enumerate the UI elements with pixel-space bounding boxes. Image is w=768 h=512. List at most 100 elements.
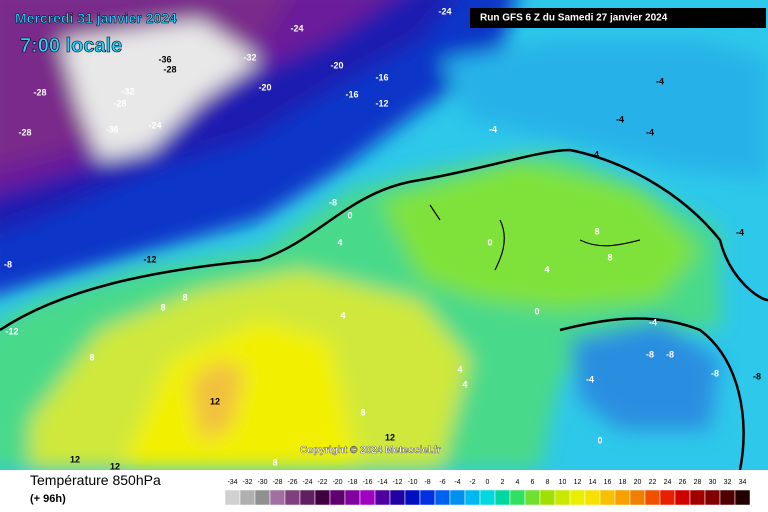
- scale-cell: [689, 489, 706, 506]
- scale-label: -8: [424, 479, 430, 486]
- scale-label: -24: [302, 479, 312, 486]
- contour-label: -12: [5, 326, 18, 336]
- scale-cell: [419, 489, 436, 506]
- map-field: [0, 0, 768, 470]
- contour-label: -4: [616, 114, 624, 124]
- contour-label: 8: [360, 407, 365, 417]
- contour-label: -32: [121, 86, 134, 96]
- contour-label: -24: [148, 120, 161, 130]
- scale-label: -34: [227, 479, 237, 486]
- scale-cell: [704, 489, 721, 506]
- scale-cell: [404, 489, 421, 506]
- scale-label: -16: [362, 479, 372, 486]
- scale-label: 4: [516, 479, 520, 486]
- contour-label: 8: [89, 352, 94, 362]
- scale-label: 20: [634, 479, 642, 486]
- contour-label: -4: [736, 227, 744, 237]
- run-info: Run GFS 6 Z du Samedi 27 janvier 2024: [480, 13, 668, 24]
- contour-label: -8: [4, 259, 12, 269]
- scale-cell: [254, 489, 271, 506]
- scale-label: -12: [392, 479, 402, 486]
- scale-cell: [269, 489, 286, 506]
- contour-label: 12: [110, 461, 120, 471]
- contour-label: -8: [711, 368, 719, 378]
- scale-label: 34: [739, 479, 747, 486]
- variable-name: Température 850hPa: [30, 472, 161, 488]
- scale-cell: [464, 489, 481, 506]
- contour-label: 8: [594, 226, 599, 236]
- contour-label: 12: [70, 454, 80, 464]
- map-date: Mercredi 31 janvier 2024: [15, 10, 177, 26]
- contour-label: 0: [534, 306, 539, 316]
- scale-cell: [659, 489, 676, 506]
- scale-label: -14: [377, 479, 387, 486]
- scale-cell: [674, 489, 691, 506]
- scale-cell: [344, 489, 361, 506]
- lead-time: (+ 96h): [30, 493, 66, 505]
- color-scale: -34 -32 -30 -28 -26 -24 -22 -20 -18 -16 -14 -12 -10-…: [224, 479, 751, 506]
- contour-label: -8: [646, 349, 654, 359]
- scale-cell: [314, 489, 331, 506]
- contour-label: 8: [272, 457, 277, 467]
- contour-labels: -24-24-20-16-16-12-36-28-32-28-28-32-28-…: [4, 6, 761, 471]
- scale-label: -20: [332, 479, 342, 486]
- scale-cell: [509, 489, 526, 506]
- scale-label: -4: [454, 479, 460, 486]
- scale-cell: [629, 489, 646, 506]
- contour-label: -12: [375, 98, 388, 108]
- contour-label: -16: [345, 89, 358, 99]
- contour-label: -12: [143, 254, 156, 264]
- scale-cell: [479, 489, 496, 506]
- contour-label: -20: [258, 82, 271, 92]
- scale-cell: [584, 489, 601, 506]
- scale-label: 22: [649, 479, 657, 486]
- contour-label: -4: [586, 374, 594, 384]
- scale-cell: [614, 489, 631, 506]
- scale-label: -2: [469, 479, 475, 486]
- scale-cell: [599, 489, 616, 506]
- scale-label: -26: [287, 479, 297, 486]
- contour-label: 4: [340, 310, 345, 320]
- scale-label: 24: [664, 479, 672, 486]
- contour-label: -4: [646, 127, 654, 137]
- contour-label: -8: [329, 197, 337, 207]
- scale-label: -32: [242, 479, 252, 486]
- contour-label: 4: [462, 379, 467, 389]
- scale-label: -22: [317, 479, 327, 486]
- scale-label: 12: [574, 479, 582, 486]
- contour-label: 0: [347, 210, 352, 220]
- contour-label: 0: [597, 435, 602, 445]
- scale-cell: [554, 489, 571, 506]
- scale-cell: [434, 489, 451, 506]
- contour-label: -4: [656, 76, 664, 86]
- contour-label: 4: [457, 364, 462, 374]
- contour-label: -8: [753, 371, 761, 381]
- scale-cell: [284, 489, 301, 506]
- map-time: 7:00 locale: [20, 35, 122, 57]
- contour-label: -36: [105, 124, 118, 134]
- run-banner: [470, 8, 766, 28]
- scale-cell: [224, 489, 241, 506]
- contour-label: -4: [591, 149, 599, 159]
- scale-cell: [539, 489, 556, 506]
- scale-label: -6: [439, 479, 445, 486]
- contour-label: -24: [438, 6, 451, 16]
- scale-cell: [449, 489, 466, 506]
- scale-cell: [239, 489, 256, 506]
- contour-label: -28: [113, 98, 126, 108]
- scale-cell: [299, 489, 316, 506]
- scale-label: 16: [604, 479, 612, 486]
- scale-label: -10: [407, 479, 417, 486]
- scale-cell: [494, 489, 511, 506]
- scale-cell: [329, 489, 346, 506]
- contour-label: -28: [18, 127, 31, 137]
- scale-cell: [719, 489, 736, 506]
- scale-cell: [524, 489, 541, 506]
- contour-label: -28: [163, 64, 176, 74]
- scale-label: 0: [486, 479, 490, 486]
- scale-label: 28: [694, 479, 702, 486]
- scale-label: -28: [272, 479, 282, 486]
- contour-label: 12: [385, 432, 395, 442]
- contour-label: -32: [243, 52, 256, 62]
